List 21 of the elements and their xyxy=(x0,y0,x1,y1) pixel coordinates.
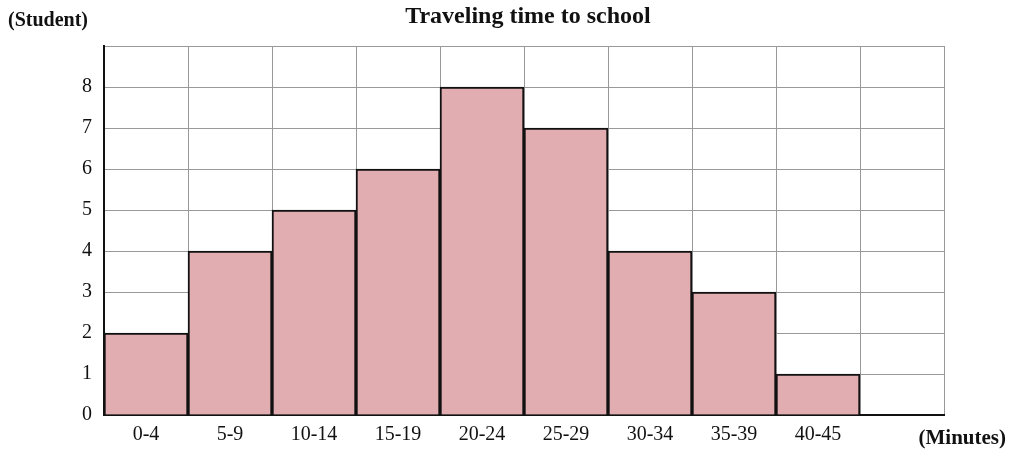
chart-title: Traveling time to school xyxy=(405,2,651,28)
x-tick-label: 20-24 xyxy=(458,422,506,445)
y-axis-title: (Student) xyxy=(8,8,89,31)
y-tick-label: 5 xyxy=(82,197,92,220)
y-tick-label: 4 xyxy=(82,238,92,261)
x-tick-label: 35-39 xyxy=(710,422,758,445)
y-tick-label: 8 xyxy=(82,74,92,97)
y-tick-label: 7 xyxy=(82,115,92,138)
x-tick-label: 30-34 xyxy=(626,422,674,445)
y-tick-label: 1 xyxy=(82,361,92,384)
y-tick-label: 2 xyxy=(82,320,92,343)
x-tick-label: 25-29 xyxy=(542,422,590,445)
y-tick-label: 6 xyxy=(82,156,92,179)
y-tick-label: 3 xyxy=(82,279,92,302)
x-tick-label: 5-9 xyxy=(216,422,244,445)
x-tick-label: 10-14 xyxy=(290,422,338,445)
x-tick-label: 15-19 xyxy=(374,422,422,445)
x-tick-label: 40-45 xyxy=(794,422,842,445)
x-axis-title: (Minutes) xyxy=(918,425,1006,450)
x-tick-label: 0-4 xyxy=(132,422,160,445)
y-tick-label: 0 xyxy=(82,402,92,425)
